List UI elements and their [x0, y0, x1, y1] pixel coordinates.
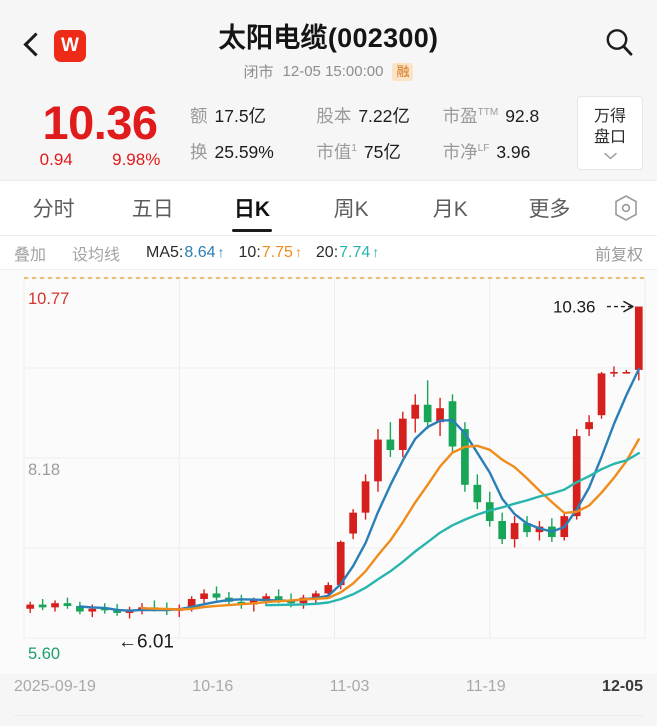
last-price: 10.36 — [42, 95, 158, 149]
chevron-down-icon — [603, 152, 617, 160]
x-tick-2: 11-03 — [329, 678, 370, 695]
chart-indicator-toolbar: 叠加 设均线 MA5: 8.64 ↑ 10: 7.75 ↑ 20: 7.74 ↑… — [0, 236, 657, 270]
price-change-pct: 9.98% — [112, 149, 161, 169]
x-tick-1: 10-16 — [192, 678, 234, 695]
kline-canvas[interactable]: 10.36 ←6.01 — [0, 270, 657, 674]
ma20-label: 20: — [315, 243, 339, 261]
quote-panel: 10.36 0.94 9.98% 额 17.5亿 股本 7.22亿 市盈TTM … — [0, 90, 657, 180]
ma5-label: MA5: — [146, 243, 184, 261]
stat-turnover-label: 换 — [190, 141, 208, 162]
ma5-item: MA5: 8.64 ↑ — [146, 244, 224, 262]
stat-shares: 股本 7.22亿 — [316, 103, 442, 128]
ma5-value: 8.64 — [184, 243, 216, 261]
adjust-type-button[interactable]: 前复权 — [594, 246, 643, 264]
x-tick-0: 2025-09-19 — [14, 678, 96, 695]
stat-pb-sup: LF — [477, 142, 490, 154]
header-left-group: W — [0, 18, 86, 62]
ma10-item: 10: 7.75 ↑ — [239, 244, 302, 262]
stat-marketcap: 市值1 75亿 — [316, 139, 442, 164]
tab-more[interactable]: 更多 — [528, 198, 571, 221]
ma10-label: 10: — [238, 243, 261, 261]
stat-amount-value: 17.5亿 — [214, 105, 267, 126]
tab-weekly-k[interactable]: 周K — [333, 198, 369, 221]
overlay-button[interactable]: 叠加 — [14, 246, 47, 264]
ma-values-group: MA5: 8.64 ↑ 10: 7.75 ↑ 20: 7.74 ↑ — [146, 244, 379, 262]
margin-badge: 融 — [392, 62, 414, 81]
chart-period-tabs: 分时 五日 日K 周K 月K 更多 — [0, 180, 657, 236]
ma5-arrow-icon: ↑ — [217, 243, 225, 260]
stat-pe-value: 92.8 — [505, 105, 540, 126]
tab-monthly-k[interactable]: 月K — [432, 198, 468, 221]
stat-pe: 市盈TTM 92.8 — [443, 103, 569, 128]
stat-marketcap-sup: 1 — [351, 142, 357, 154]
tab-intraday[interactable]: 分时 — [32, 198, 75, 221]
y-axis-mid-label: 8.18 — [28, 461, 61, 479]
wind-orderbook-button[interactable]: 万得 盘口 — [577, 96, 643, 170]
x-tick-3: 11-19 — [465, 678, 506, 695]
hex-gear-icon[interactable] — [599, 194, 653, 222]
header-title-group: 太阳电缆(002300) 闭市 12-05 15:00:00 融 — [0, 16, 657, 82]
tab-five-day[interactable]: 五日 — [131, 198, 174, 221]
price-change: 0.94 — [39, 149, 73, 169]
page-title: 太阳电缆(002300) — [218, 23, 439, 53]
stat-marketcap-value: 75亿 — [363, 141, 401, 162]
stat-pb: 市净LF 3.96 — [443, 139, 569, 164]
price-change-row: 0.94 9.98% — [14, 150, 186, 170]
wind-orderbook-line2: 盘口 — [593, 129, 626, 146]
ma10-arrow-icon: ↑ — [294, 243, 302, 260]
app-header: W 太阳电缆(002300) 闭市 12-05 15:00:00 融 — [0, 0, 657, 90]
tab-daily-k[interactable]: 日K — [202, 181, 301, 235]
stat-turnover: 换 25.59% — [190, 139, 316, 164]
x-axis-labels: 2025-09-19 10-16 11-03 11-19 12-05 — [0, 678, 657, 696]
y-axis-max-label: 10.77 — [28, 290, 70, 308]
stat-amount-label: 额 — [190, 105, 208, 126]
ma20-arrow-icon: ↑ — [372, 243, 380, 260]
x-tick-4: 12-05 — [602, 678, 643, 695]
stat-amount: 额 17.5亿 — [190, 103, 316, 128]
wind-logo-icon[interactable]: W — [54, 30, 86, 62]
price-block: 10.36 0.94 9.98% — [14, 95, 186, 170]
y-axis-min-label: 5.60 — [28, 645, 61, 663]
ma10-value: 7.75 — [261, 243, 293, 261]
stat-pe-sup: TTM — [477, 106, 499, 118]
svg-text:←6.01: ←6.01 — [118, 631, 174, 652]
stat-turnover-value: 25.59% — [214, 141, 274, 162]
stat-pb-value: 3.96 — [496, 141, 531, 162]
ma20-item: 20: 7.74 ↑ — [316, 244, 379, 262]
stat-shares-value: 7.22亿 — [358, 105, 410, 126]
stat-pb-label: 市净 — [442, 141, 478, 162]
stat-shares-label: 股本 — [316, 105, 352, 126]
market-status-row: 闭市 12-05 15:00:00 融 — [0, 61, 657, 82]
back-icon[interactable] — [22, 31, 44, 61]
stat-marketcap-label: 市值 — [316, 141, 352, 162]
quote-stats-grid: 额 17.5亿 股本 7.22亿 市盈TTM 92.8 换 25.59% 市值1… — [186, 103, 569, 164]
market-status: 闭市 — [243, 64, 274, 81]
svg-text:10.36: 10.36 — [553, 298, 596, 317]
search-icon[interactable] — [603, 26, 635, 58]
kline-chart[interactable]: 10.36←6.01 « + — — [0, 270, 657, 674]
quote-timestamp: 12-05 15:00:00 — [282, 63, 384, 80]
ma20-value: 7.74 — [339, 243, 371, 261]
bottom-divider — [14, 715, 643, 716]
set-ma-button[interactable]: 设均线 — [72, 246, 121, 264]
wind-orderbook-line1: 万得 — [593, 108, 626, 125]
stat-pe-label: 市盈 — [442, 105, 478, 126]
